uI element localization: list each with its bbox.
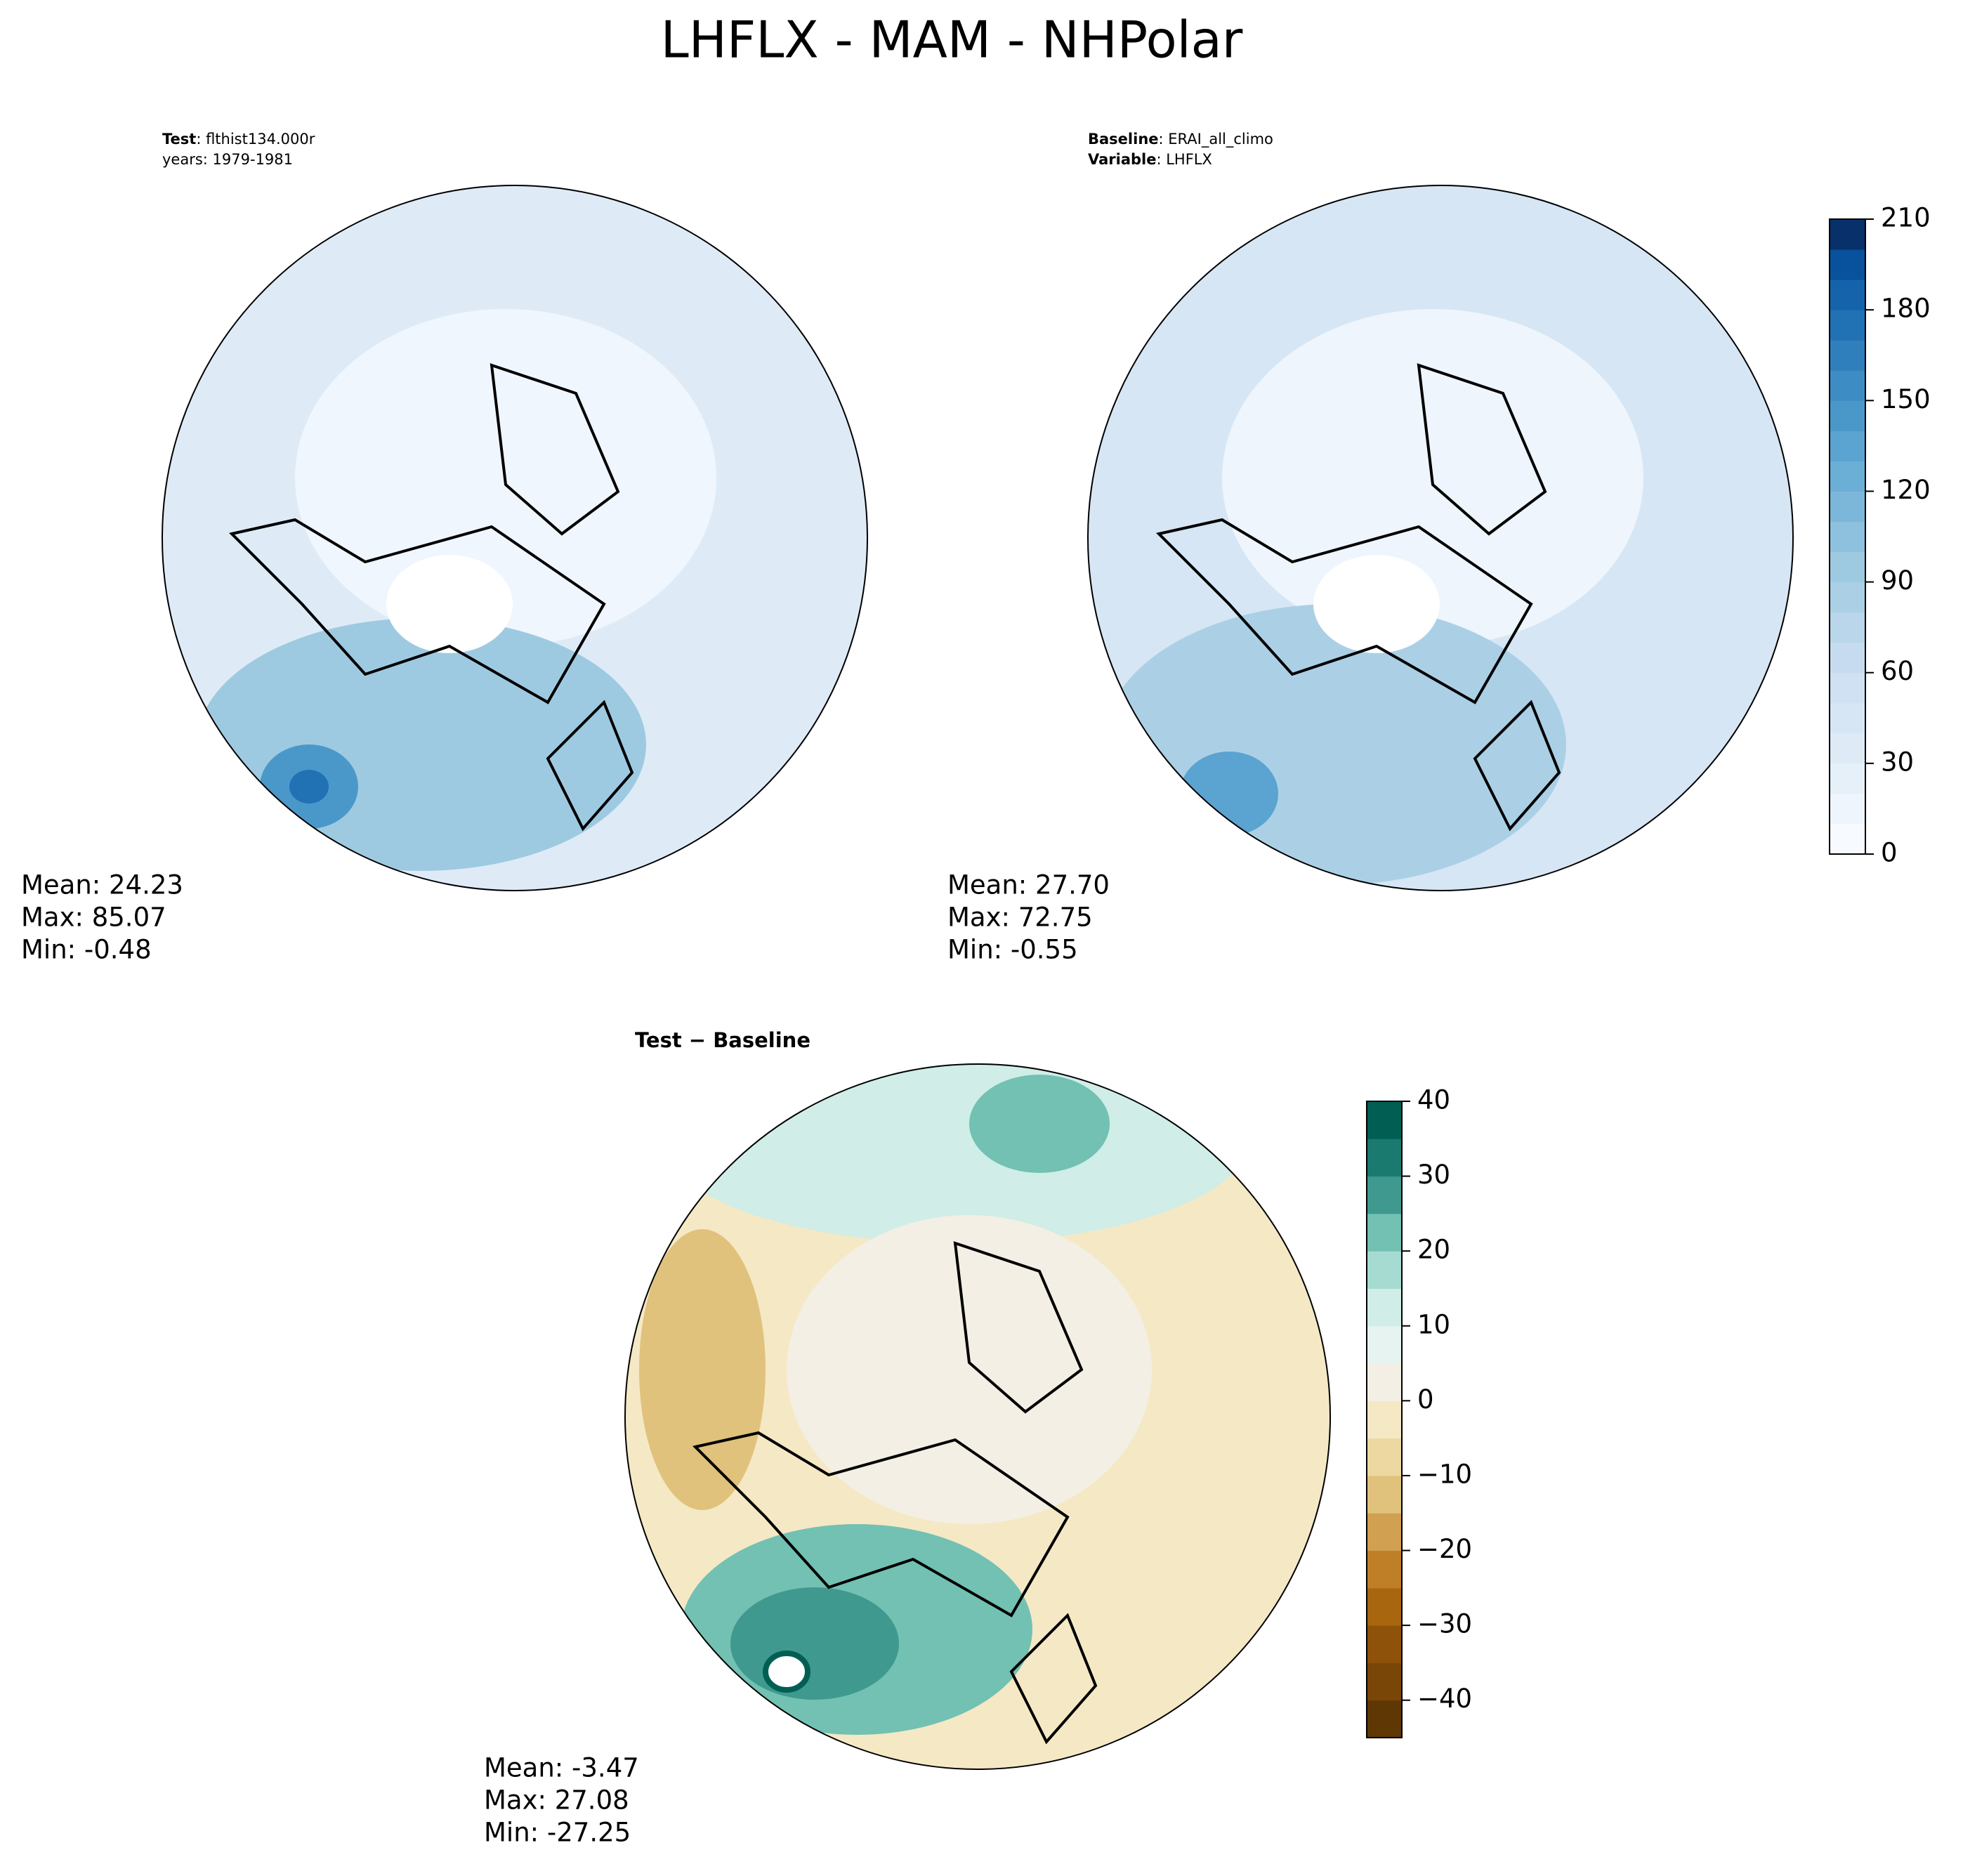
colorbar-segment: [1367, 1700, 1402, 1738]
colorbar-segment: [1830, 642, 1865, 674]
colorbar-tick-label: 30: [1881, 747, 1914, 777]
colorbar-segment: [1830, 582, 1865, 613]
colorbar-segment: [1367, 1139, 1402, 1177]
map-test: [162, 185, 867, 891]
colorbar-segment: [1367, 1513, 1402, 1552]
panel-header: Test − Baseline: [635, 1028, 810, 1052]
header-value: : LHFLX: [1156, 151, 1212, 168]
colorbar-segment: [1367, 1101, 1402, 1139]
colorbar-segment: [1830, 340, 1865, 371]
stat-line: Min: -27.25: [484, 1818, 631, 1848]
stat-line: Min: -0.48: [21, 935, 152, 965]
map-difference: [625, 1064, 1330, 1769]
header-label: Test: [162, 131, 196, 147]
colorbar-segment: [1367, 1176, 1402, 1214]
colorbar-segment: [1830, 310, 1865, 341]
panel-header: Baseline: ERAI_all_climo: [1088, 131, 1273, 148]
colorbar-segment: [1830, 521, 1865, 553]
colorbar-tick-label: 120: [1881, 475, 1931, 505]
colorbar-segment: [1367, 1363, 1402, 1401]
colorbar-segment: [1830, 823, 1865, 855]
colorbar-tick-label: −20: [1417, 1534, 1472, 1564]
colorbar-segment: [1367, 1401, 1402, 1439]
panel-header: Variable: LHFLX: [1088, 151, 1212, 168]
stat-line: Min: -0.55: [947, 935, 1078, 965]
colorbar-tick-label: 20: [1417, 1235, 1450, 1265]
stat-line: Max: 85.07: [21, 903, 166, 933]
colorbar-segment: [1830, 370, 1865, 401]
header-label: Variable: [1088, 151, 1156, 168]
colorbar-segment: [1367, 1213, 1402, 1252]
map-border: [1087, 185, 1794, 891]
colorbar-tick-label: 60: [1881, 656, 1914, 686]
map-border: [624, 1063, 1331, 1770]
colorbar-tick-label: 210: [1881, 203, 1931, 233]
figure-title: LHFLX - MAM - NHPolar: [661, 11, 1243, 70]
colorbar-segment: [1830, 219, 1865, 250]
colorbar-segment: [1367, 1325, 1402, 1364]
stat-line: Max: 27.08: [484, 1785, 629, 1816]
map-baseline: [1088, 185, 1793, 891]
colorbar-frame: [1366, 1101, 1403, 1738]
colorbar-segment: [1830, 400, 1865, 431]
colorbar-segment: [1830, 431, 1865, 461]
panel-header: years: 1979-1981: [162, 151, 293, 168]
colorbar-segment: [1367, 1438, 1402, 1476]
colorbar-segment: [1367, 1288, 1402, 1327]
colorbar-tick-label: 180: [1881, 294, 1931, 324]
panel-header: Test: flthist134.000r: [162, 131, 315, 147]
colorbar-segment: [1367, 1662, 1402, 1701]
header-value: : flthist134.000r: [196, 131, 315, 147]
header-value: years: 1979-1981: [162, 151, 293, 168]
colorbar-tick-label: −10: [1417, 1459, 1472, 1489]
colorbar-tick-label: 0: [1417, 1384, 1434, 1415]
colorbar-tick-label: 10: [1417, 1309, 1450, 1339]
colorbar-segment: [1830, 733, 1865, 764]
colorbar-segment: [1830, 702, 1865, 734]
colorbar-tick-label: 40: [1417, 1085, 1450, 1115]
colorbar-segment: [1367, 1475, 1402, 1514]
map-border: [162, 185, 868, 891]
header-value: : ERAI_all_climo: [1159, 131, 1273, 148]
colorbar-segment: [1830, 763, 1865, 794]
colorbar-segment: [1830, 491, 1865, 522]
colorbar-segment: [1830, 793, 1865, 825]
colorbar-segment: [1367, 1587, 1402, 1626]
colorbar-segment: [1367, 1625, 1402, 1663]
colorbar-segment: [1830, 249, 1865, 280]
colorbar-segment: [1830, 672, 1865, 704]
stat-line: Mean: 24.23: [21, 870, 183, 900]
colorbar-segment: [1367, 1550, 1402, 1589]
colorbar-tick-label: 150: [1881, 384, 1931, 414]
colorbar-tick-label: −40: [1417, 1684, 1472, 1714]
stat-line: Max: 72.75: [947, 903, 1093, 933]
colorbar-segment: [1830, 551, 1865, 583]
colorbar-tick-label: 0: [1881, 838, 1898, 868]
colorbar-segment: [1830, 461, 1865, 492]
stat-line: Mean: -3.47: [484, 1753, 639, 1783]
colorbar-segment: [1830, 280, 1865, 310]
colorbar-segment: [1367, 1251, 1402, 1289]
colorbar-segment: [1830, 612, 1865, 643]
header-label: Test − Baseline: [635, 1028, 810, 1052]
colorbar-frame: [1829, 218, 1866, 855]
colorbar-tick-label: 30: [1417, 1160, 1450, 1190]
header-label: Baseline: [1088, 131, 1159, 147]
stat-line: Mean: 27.70: [947, 870, 1110, 900]
colorbar-tick-label: 90: [1881, 565, 1914, 596]
colorbar-tick-label: −30: [1417, 1609, 1472, 1639]
